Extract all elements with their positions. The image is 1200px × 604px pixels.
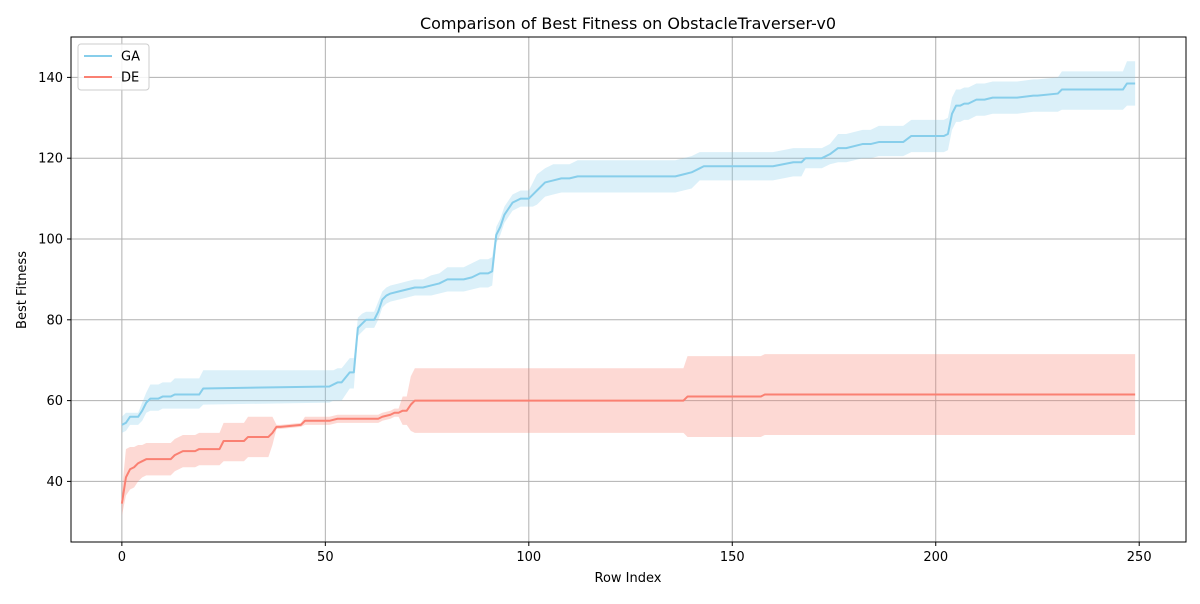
x-tick-label: 150 bbox=[720, 550, 745, 565]
y-tick-label: 140 bbox=[38, 71, 63, 86]
ga-series-line bbox=[121, 82, 1136, 426]
x-tick-label: 100 bbox=[516, 550, 541, 565]
y-tick-label: 100 bbox=[38, 233, 63, 248]
y-tick-label: 80 bbox=[46, 313, 63, 328]
grid-lines bbox=[71, 37, 1186, 542]
y-tick-label: 40 bbox=[46, 475, 63, 490]
chart-title: Comparison of Best Fitness on ObstacleTr… bbox=[420, 14, 836, 33]
y-tick-label: 60 bbox=[46, 394, 63, 409]
y-axis-label: Best Fitness bbox=[15, 251, 30, 329]
x-tick-label: 200 bbox=[923, 550, 948, 565]
legend: GA DE bbox=[77, 43, 150, 91]
legend-ga-label: GA bbox=[121, 50, 140, 65]
x-tick-label: 0 bbox=[118, 550, 126, 565]
de-series-line bbox=[120, 393, 1136, 504]
y-tick-label: 120 bbox=[38, 152, 63, 167]
series-lines bbox=[120, 82, 1136, 504]
legend-de-label: DE bbox=[121, 71, 139, 86]
x-axis-label: Row Index bbox=[595, 571, 662, 586]
y-axis-ticks: 40 60 80 100 120 140 bbox=[38, 71, 71, 490]
x-tick-label: 50 bbox=[317, 550, 334, 565]
plot-frame bbox=[70, 36, 1187, 543]
ga-confidence-band bbox=[121, 61, 1136, 433]
x-axis-ticks: 0 50 100 150 200 250 bbox=[118, 542, 1152, 565]
x-tick-label: 250 bbox=[1127, 550, 1152, 565]
